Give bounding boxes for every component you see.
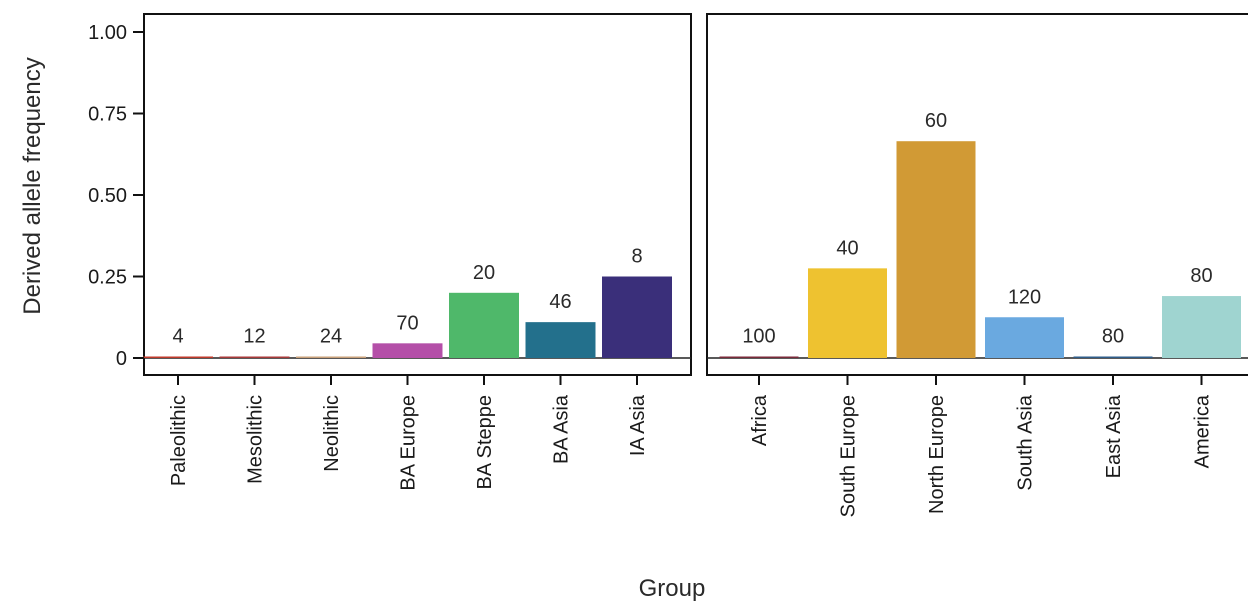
panel-modern: 100 Africa 40 South Europe 60 North Europe 120…: [706, 13, 1248, 517]
bar-africa: [719, 356, 799, 358]
bar-count-label: 4: [172, 326, 183, 348]
bar-count-label: 40: [836, 237, 858, 259]
bar-count-label: 8: [631, 246, 642, 268]
bar-count-label: 120: [1008, 286, 1041, 308]
x-tick-label: North Europe: [926, 395, 948, 514]
bar-north-europe: [896, 141, 976, 358]
bar-america: [1162, 296, 1241, 358]
bar-south-asia: [985, 317, 1064, 358]
bar-mesolithic: [219, 356, 290, 358]
x-tick-label: South Europe: [838, 395, 860, 517]
panel-frame: [706, 13, 1248, 376]
x-tick-label: Paleolithic: [168, 395, 190, 486]
x-tick-label: Neolithic: [321, 395, 343, 472]
x-tick-label: East Asia: [1103, 394, 1125, 478]
x-tick-label: Africa: [749, 394, 771, 446]
bar-count-label: 100: [742, 326, 775, 348]
bar-neolithic: [296, 356, 366, 358]
bar-ia-asia: [602, 276, 672, 358]
bar-ba-steppe: [449, 292, 519, 358]
x-tick-label: BA Asia: [551, 394, 573, 464]
bar-count-label: 24: [320, 326, 342, 348]
x-tick-label: South Asia: [1015, 394, 1037, 491]
bar-count-label: 12: [243, 326, 265, 348]
bar-ba-asia: [525, 322, 596, 358]
y-tick-label: 1.00: [88, 22, 127, 44]
panel-ancient: 4 Paleolithic 12 Mesolithic 24 Neolithic 70 BA …: [143, 13, 692, 491]
y-tick-label: 0.50: [88, 185, 127, 207]
x-tick-label: Mesolithic: [245, 395, 267, 484]
bar-count-label: 80: [1102, 326, 1124, 348]
bar-count-label: 20: [473, 262, 495, 284]
bar-count-label: 46: [549, 291, 571, 313]
y-tick-label: 0: [116, 348, 127, 370]
bar-count-label: 60: [925, 110, 947, 132]
bar-south-europe: [808, 268, 887, 358]
x-tick-label: BA Steppe: [474, 395, 496, 490]
bar-paleolithic: [143, 356, 213, 358]
x-tick-label: BA Europe: [398, 395, 420, 491]
y-tick-label: 0.25: [88, 267, 127, 289]
y-axis-title: Derived allele frequency: [19, 57, 46, 314]
bar-east-asia: [1073, 356, 1153, 358]
bar-count-label: 80: [1190, 265, 1212, 287]
x-axis-title: Group: [639, 575, 706, 601]
y-axis: 0 0.25 0.50 0.75 1.00: [88, 22, 144, 370]
x-tick-label: America: [1192, 394, 1214, 468]
y-tick-label: 0.75: [88, 104, 127, 126]
x-tick-label: IA Asia: [627, 394, 649, 456]
bar-count-label: 70: [396, 312, 418, 334]
bar-ba-europe: [372, 343, 443, 358]
